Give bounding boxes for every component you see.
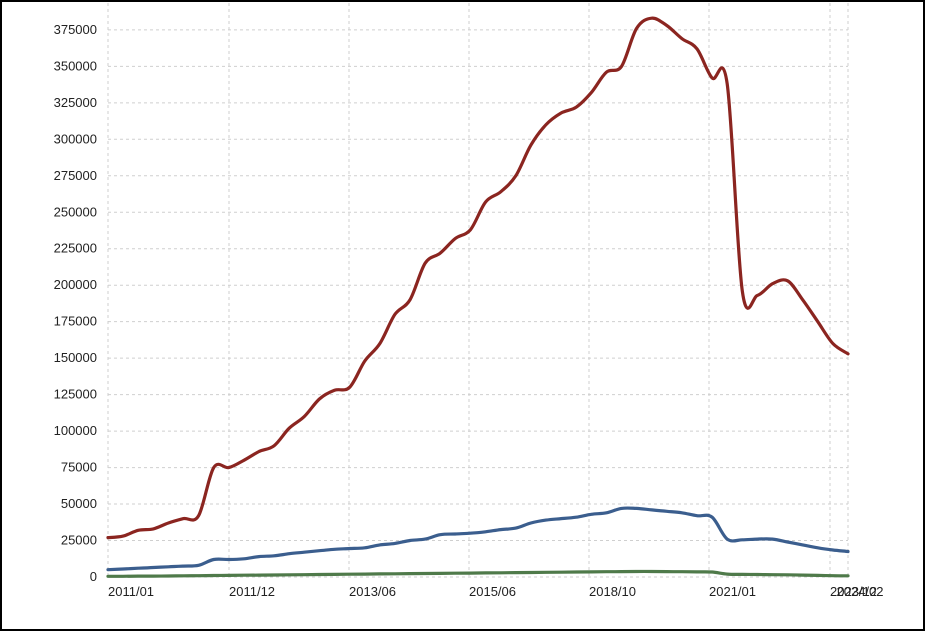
series-line-1 <box>106 16 850 540</box>
x-tick-label: 2011/12 <box>229 584 275 599</box>
y-tick-label: 325000 <box>54 95 97 110</box>
x-tick-label: 2021/01 <box>709 584 756 599</box>
x-tick-label: 2023/12 <box>830 584 877 599</box>
x-tick-label: 2018/10 <box>589 584 636 599</box>
y-tick-label: 75000 <box>61 460 97 475</box>
y-tick-label: 225000 <box>54 241 97 256</box>
x-tick-label: 2013/06 <box>349 584 396 599</box>
y-tick-label: 0 <box>90 569 97 584</box>
y-tick-label: 300000 <box>54 131 97 146</box>
x-tick-labels: 2011/01 2011/12 2013/06 2015/06 2018/10 2021/… <box>108 584 884 599</box>
y-tick-label: 200000 <box>54 277 97 292</box>
x-tick-label: 2015/06 <box>469 584 516 599</box>
y-tick-label: 350000 <box>54 58 97 73</box>
x-gridlines <box>107 3 849 579</box>
y-tick-label: 275000 <box>54 168 97 183</box>
y-gridlines <box>108 29 848 578</box>
y-tick-label: 25000 <box>61 533 97 548</box>
x-tick-label: 2024/02 <box>837 584 884 599</box>
y-tick-label: 175000 <box>54 314 97 329</box>
series-lines <box>106 16 850 578</box>
y-tick-label: 150000 <box>54 350 97 365</box>
series-line-2 <box>106 506 850 572</box>
x-tick-label: 2011/01 <box>108 584 154 599</box>
y-tick-label: 100000 <box>54 423 97 438</box>
series-line-3 <box>106 569 850 578</box>
y-tick-label: 50000 <box>61 496 97 511</box>
y-tick-label: 250000 <box>54 204 97 219</box>
y-tick-labels: 0 25000 50000 75000 100000 125000 150000 175000… <box>54 22 97 584</box>
y-tick-label: 125000 <box>54 387 97 402</box>
y-tick-label: 375000 <box>54 22 97 37</box>
